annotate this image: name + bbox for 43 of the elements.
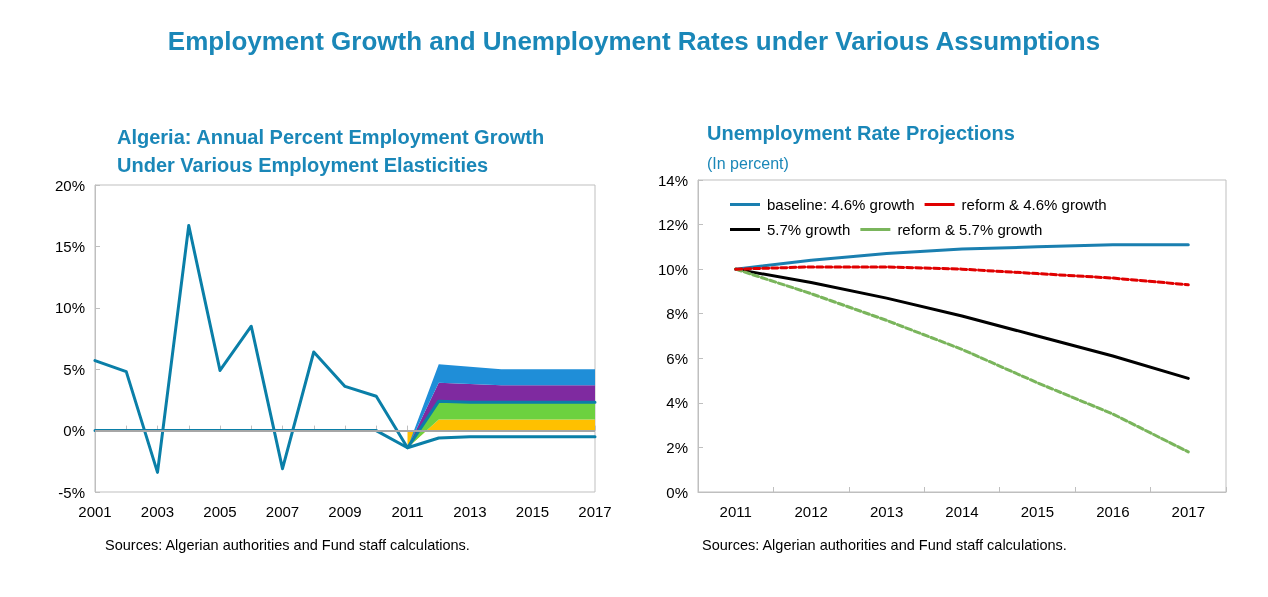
x-tick-label: 2014 [945,503,979,520]
chart-subtitle: (In percent) [707,154,789,172]
y-tick-label: 20% [54,176,85,194]
y-tick-label: 10% [657,260,688,278]
x-tick-label: 2017 [1171,503,1205,520]
y-tick-label: 14% [657,171,688,189]
legend-label: reform & 4.6% growth [961,196,1107,213]
legend-label: reform & 5.7% growth [897,221,1043,238]
chart-title: Algeria: Annual Percent Employment Growth Under Various Employment Elasticities [117,126,550,176]
legend-label: baseline: 4.6% growth [767,196,915,213]
x-tick-label: 2015 [515,503,550,520]
x-tick-label: 2011 [391,503,424,520]
y-tick-label: 5% [63,360,85,378]
y-tick-label: 8% [666,305,688,323]
chart-title: Unemployment Rate Projections [707,122,1015,144]
x-tick-label: 2017 [578,503,612,520]
y-tick-label: 0% [63,422,85,440]
y-tick-label: 6% [666,349,688,367]
x-tick-label: 2003 [140,503,175,520]
y-tick-label: 12% [657,216,688,234]
source-note: Sources: Algerian authorities and Fund staff calculations. [105,536,470,553]
x-tick-label: 2013 [453,503,487,520]
x-tick-label: 2015 [1020,503,1055,520]
x-tick-label: 2007 [265,503,300,520]
y-tick-label: 4% [666,394,688,412]
y-tick-label: -5% [58,483,85,501]
line-series [734,265,1190,287]
x-tick-label: 2013 [869,503,904,520]
y-tick-label: 0% [666,483,688,501]
x-tick-label: 2011 [719,503,752,520]
y-tick-label: 10% [54,299,85,317]
x-tick-label: 2009 [328,503,362,520]
legend-label: 5.7% growth [767,221,851,238]
x-tick-label: 2016 [1096,503,1130,520]
x-tick-label: 2012 [794,503,828,520]
y-tick-label: 15% [54,237,85,255]
line-series [93,224,597,474]
y-tick-label: 2% [666,438,688,456]
source-note: Sources: Algerian authorities and Fund staff calculations. [702,536,1067,553]
x-tick-label: 2005 [203,503,237,520]
text: Employment Growth and Unemployment Rates under Various Assumptions [166,26,1102,57]
x-tick-label: 2001 [78,503,112,520]
line-series [734,243,1190,271]
